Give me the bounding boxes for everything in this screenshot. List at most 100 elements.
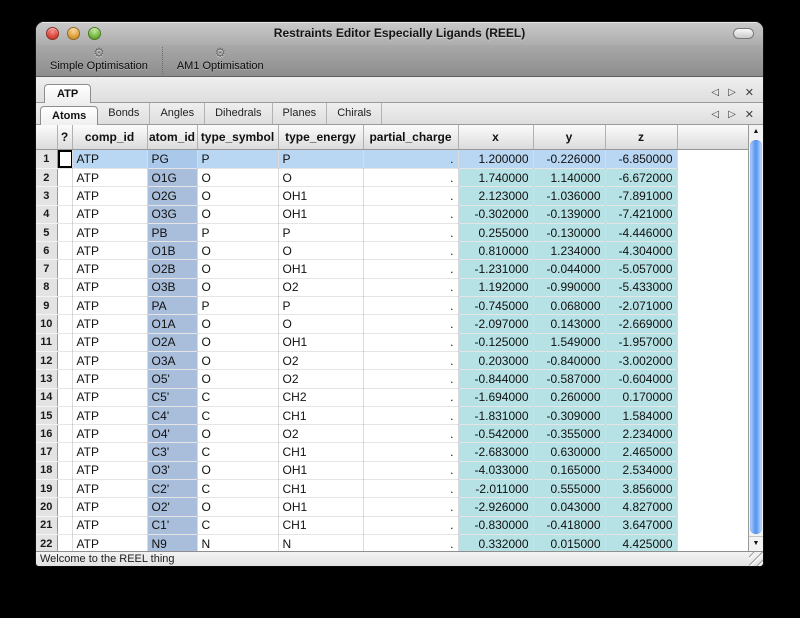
cell-partial-charge[interactable]: . bbox=[363, 223, 459, 243]
table-row[interactable]: 22 ATP N9 N N. 0.332000 0.015000 4.425000 bbox=[36, 534, 748, 551]
table-row[interactable]: 10 ATP O1A O O. -2.097000 0.143000 -2.669000 bbox=[36, 314, 748, 334]
cell-type-symbol[interactable]: N bbox=[197, 534, 279, 551]
filler-cell[interactable] bbox=[677, 205, 748, 224]
table-row[interactable]: 4 ATP O3G O OH1. -0.302000 -0.139000 -7.421000 bbox=[36, 205, 748, 224]
cell-atom-id[interactable]: O1B bbox=[147, 241, 198, 261]
cell-question[interactable] bbox=[57, 442, 73, 462]
row-header[interactable]: 6 bbox=[36, 241, 58, 261]
filler-cell[interactable] bbox=[677, 223, 748, 242]
row-header[interactable]: 9 bbox=[36, 296, 58, 316]
filler-cell[interactable] bbox=[677, 516, 748, 535]
cell-type-symbol[interactable]: O bbox=[197, 241, 279, 261]
cell-comp-id[interactable]: ATP bbox=[72, 223, 148, 243]
cell-type-symbol[interactable]: O bbox=[197, 424, 279, 444]
row-header[interactable]: 2 bbox=[36, 168, 58, 188]
col-header-y[interactable]: y bbox=[533, 125, 606, 150]
cell-z[interactable]: 3.856000 bbox=[605, 479, 678, 499]
cell-type-energy[interactable]: CH1 bbox=[278, 479, 364, 499]
cell-x[interactable]: 0.203000 bbox=[458, 351, 534, 371]
cell-partial-charge[interactable]: . bbox=[363, 461, 459, 481]
filler-cell[interactable] bbox=[677, 278, 748, 297]
table-row[interactable]: 13 ATP O5' O O2. -0.844000 -0.587000 -0.604000 bbox=[36, 369, 748, 389]
cell-x[interactable]: -2.683000 bbox=[458, 442, 534, 462]
cell-comp-id[interactable]: ATP bbox=[72, 442, 148, 462]
cell-y[interactable]: -1.036000 bbox=[533, 186, 606, 206]
cell-x[interactable]: -0.125000 bbox=[458, 333, 534, 352]
cell-type-energy[interactable]: OH1 bbox=[278, 205, 364, 224]
row-header[interactable]: 18 bbox=[36, 461, 58, 481]
cell-z[interactable]: -7.421000 bbox=[605, 205, 678, 224]
cell-y[interactable]: 1.140000 bbox=[533, 168, 606, 188]
cell-atom-id[interactable]: O1A bbox=[147, 314, 198, 334]
cell-x[interactable]: 1.200000 bbox=[458, 149, 534, 169]
cell-y[interactable]: -0.355000 bbox=[533, 424, 606, 444]
tab-atp[interactable]: ATP bbox=[44, 84, 92, 103]
cell-x[interactable]: -0.302000 bbox=[458, 205, 534, 224]
cell-type-energy[interactable]: P bbox=[278, 223, 364, 243]
cell-z[interactable]: -0.604000 bbox=[605, 369, 678, 389]
cell-comp-id[interactable]: ATP bbox=[72, 296, 148, 316]
resize-grip[interactable] bbox=[749, 552, 763, 566]
cell-atom-id[interactable]: PA bbox=[147, 296, 198, 316]
cell-comp-id[interactable]: ATP bbox=[72, 388, 148, 407]
focused-cell-checkbox[interactable] bbox=[57, 150, 71, 168]
cell-partial-charge[interactable]: . bbox=[363, 442, 459, 462]
cell-z[interactable]: -3.002000 bbox=[605, 351, 678, 371]
filler-cell[interactable] bbox=[677, 388, 748, 407]
cell-question[interactable] bbox=[57, 497, 73, 517]
cell-partial-charge[interactable]: . bbox=[363, 149, 459, 169]
tab-dihedrals[interactable]: Dihedrals bbox=[205, 103, 273, 124]
cell-y[interactable]: 1.234000 bbox=[533, 241, 606, 261]
cell-partial-charge[interactable]: . bbox=[363, 424, 459, 444]
cell-z[interactable]: -6.850000 bbox=[605, 149, 678, 169]
filler-cell[interactable] bbox=[677, 424, 748, 443]
scrollbar-thumb[interactable] bbox=[750, 140, 762, 534]
cell-comp-id[interactable]: ATP bbox=[72, 461, 148, 481]
cell-question[interactable] bbox=[57, 406, 73, 426]
row-header[interactable]: 21 bbox=[36, 516, 58, 535]
tab-scroll-left-icon[interactable]: ◁ bbox=[711, 109, 720, 120]
cell-y[interactable]: 0.165000 bbox=[533, 461, 606, 481]
cell-z[interactable]: -4.446000 bbox=[605, 223, 678, 243]
filler-cell[interactable] bbox=[677, 241, 748, 260]
zoom-button[interactable] bbox=[88, 27, 101, 40]
filler-cell[interactable] bbox=[677, 333, 748, 352]
filler-cell[interactable] bbox=[677, 168, 748, 187]
cell-partial-charge[interactable]: . bbox=[363, 186, 459, 206]
cell-x[interactable]: -1.831000 bbox=[458, 406, 534, 426]
cell-type-energy[interactable]: OH1 bbox=[278, 186, 364, 206]
cell-atom-id[interactable]: PB bbox=[147, 223, 198, 243]
cell-x[interactable]: 1.740000 bbox=[458, 168, 534, 188]
cell-atom-id[interactable]: O3A bbox=[147, 351, 198, 371]
table-row[interactable]: 3 ATP O2G O OH1. 2.123000 -1.036000 -7.891000 bbox=[36, 186, 748, 206]
cell-partial-charge[interactable]: . bbox=[363, 333, 459, 352]
cell-question[interactable] bbox=[57, 516, 73, 535]
filler-cell[interactable] bbox=[677, 314, 748, 334]
cell-question[interactable] bbox=[57, 424, 73, 444]
table-row[interactable]: 19 ATP C2' C CH1. -2.011000 0.555000 3.856000 bbox=[36, 479, 748, 499]
cell-x[interactable]: 0.255000 bbox=[458, 223, 534, 243]
cell-comp-id[interactable]: ATP bbox=[72, 278, 148, 298]
cell-atom-id[interactable]: O3' bbox=[147, 461, 198, 481]
cell-partial-charge[interactable]: . bbox=[363, 296, 459, 316]
cell-z[interactable]: 0.170000 bbox=[605, 388, 678, 407]
cell-partial-charge[interactable]: . bbox=[363, 241, 459, 261]
cell-z[interactable]: -1.957000 bbox=[605, 333, 678, 352]
cell-x[interactable]: -0.844000 bbox=[458, 369, 534, 389]
row-header[interactable]: 13 bbox=[36, 369, 58, 389]
cell-type-symbol[interactable]: O bbox=[197, 168, 279, 188]
cell-type-symbol[interactable]: C bbox=[197, 442, 279, 462]
cell-x[interactable]: 0.810000 bbox=[458, 241, 534, 261]
cell-partial-charge[interactable]: . bbox=[363, 534, 459, 551]
cell-type-symbol[interactable]: O bbox=[197, 461, 279, 481]
cell-y[interactable]: 0.260000 bbox=[533, 388, 606, 407]
cell-type-symbol[interactable]: O bbox=[197, 259, 279, 279]
cell-comp-id[interactable]: ATP bbox=[72, 186, 148, 206]
cell-type-symbol[interactable]: O bbox=[197, 205, 279, 224]
cell-z[interactable]: -2.669000 bbox=[605, 314, 678, 334]
cell-atom-id[interactable]: O2A bbox=[147, 333, 198, 352]
cell-type-energy[interactable]: O2 bbox=[278, 424, 364, 444]
table-row[interactable]: 12 ATP O3A O O2. 0.203000 -0.840000 -3.002000 bbox=[36, 351, 748, 371]
cell-z[interactable]: 2.465000 bbox=[605, 442, 678, 462]
cell-comp-id[interactable]: ATP bbox=[72, 406, 148, 426]
